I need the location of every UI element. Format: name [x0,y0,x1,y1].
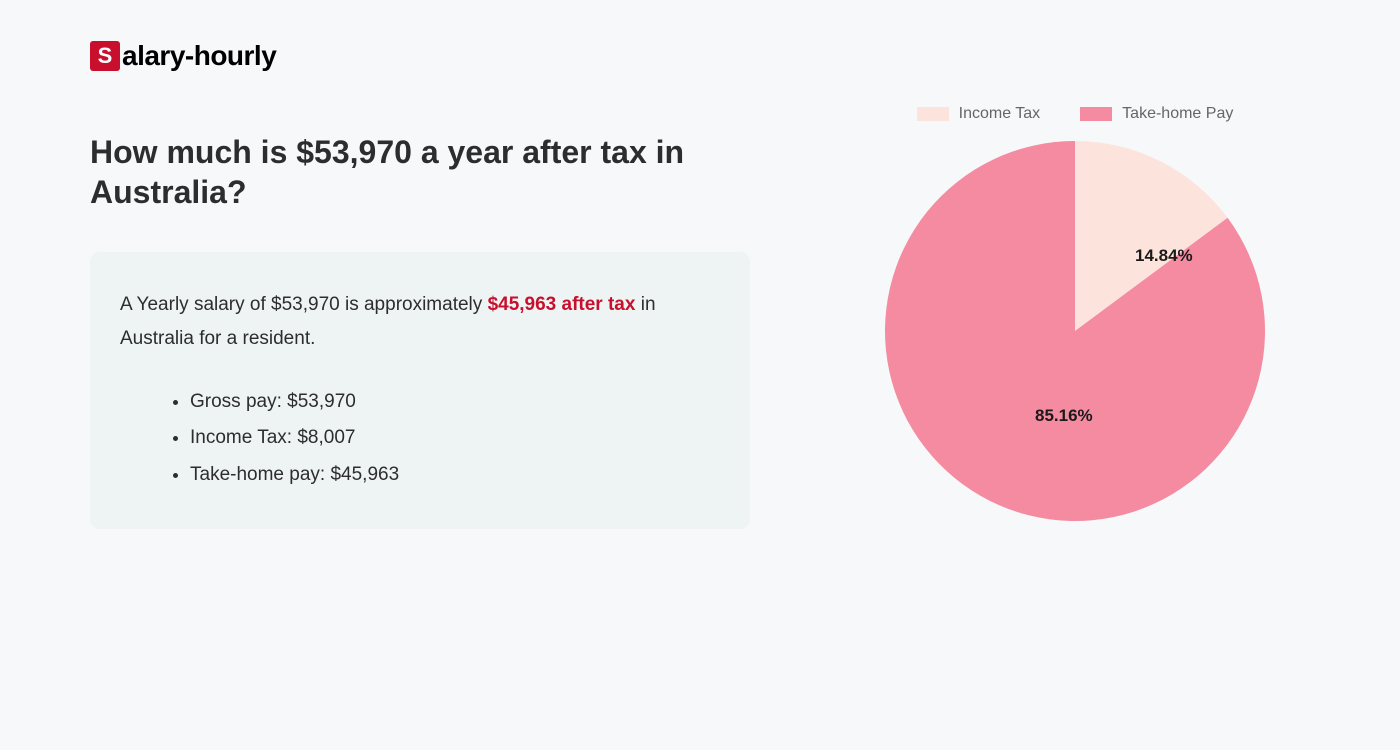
summary-paragraph: A Yearly salary of $53,970 is approximat… [120,288,720,356]
legend-label-take-home: Take-home Pay [1122,105,1233,123]
pie-chart: 14.84% 85.16% [885,141,1265,521]
detail-list: Gross pay: $53,970 Income Tax: $8,007 Ta… [120,384,720,492]
page-title: How much is $53,970 a year after tax in … [90,132,750,212]
summary-prefix: A Yearly salary of $53,970 is approximat… [120,294,488,315]
legend-item-income-tax: Income Tax [917,105,1041,123]
legend-swatch-income-tax [917,107,949,121]
legend-swatch-take-home [1080,107,1112,121]
page-container: S alary-hourly How much is $53,970 a yea… [0,0,1400,569]
slice-label-take-home: 85.16% [1035,406,1093,426]
summary-box: A Yearly salary of $53,970 is approximat… [90,252,750,529]
slice-label-income-tax: 14.84% [1135,246,1193,266]
logo-s-icon: S [90,41,120,71]
list-item: Take-home pay: $45,963 [190,457,720,493]
chart-legend: Income Tax Take-home Pay [917,105,1234,123]
summary-highlight: $45,963 after tax [488,294,636,315]
right-column: Income Tax Take-home Pay 14.84% 85.16% [810,40,1340,529]
site-logo: S alary-hourly [90,40,750,72]
legend-label-income-tax: Income Tax [959,105,1041,123]
list-item: Income Tax: $8,007 [190,420,720,456]
logo-text: alary-hourly [122,40,276,72]
legend-item-take-home: Take-home Pay [1080,105,1233,123]
pie-svg [885,141,1265,521]
list-item: Gross pay: $53,970 [190,384,720,420]
left-column: S alary-hourly How much is $53,970 a yea… [90,40,750,529]
